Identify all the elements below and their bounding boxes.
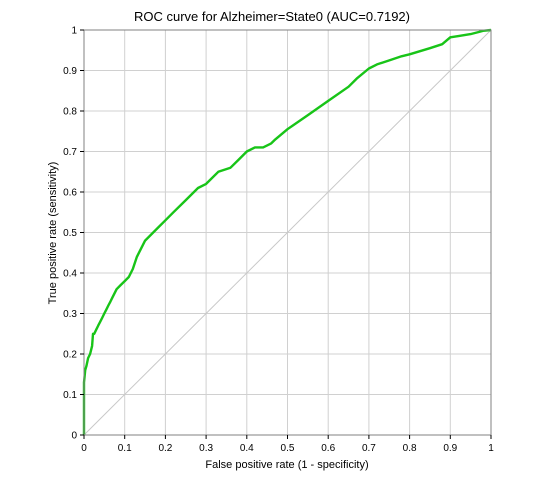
- diagonal-reference-line: [83, 29, 492, 436]
- y-tick-label: 1: [71, 26, 77, 37]
- y-tick-label: 0.8: [63, 107, 77, 118]
- x-tick-label: 0.8: [403, 443, 417, 454]
- x-tick-label: 0: [81, 443, 87, 454]
- y-tick-label: 0.7: [63, 147, 77, 158]
- chart-title: ROC curve for Alzheimer=State0 (AUC=0.71…: [134, 9, 410, 24]
- y-axis-label: True positive rate (sensitivity): [47, 162, 59, 305]
- x-tick-label: 0.4: [240, 443, 254, 454]
- y-tick-label: 0.1: [63, 390, 77, 401]
- x-tick-label: 0.3: [199, 443, 213, 454]
- x-tick-label: 0.6: [321, 443, 335, 454]
- y-tick-label: 0.5: [63, 228, 77, 239]
- x-tick-label: 1: [488, 443, 494, 454]
- y-tick-label: 0.3: [63, 309, 77, 320]
- y-tick-label: 0.2: [63, 350, 77, 361]
- y-tick-label: 0: [71, 431, 77, 442]
- x-tick-label: 0.5: [281, 443, 295, 454]
- y-tick-label: 0.9: [63, 66, 77, 77]
- x-axis-label: False positive rate (1 - specificity): [205, 459, 368, 471]
- x-tick-label: 0.9: [443, 443, 457, 454]
- x-tick-label: 0.1: [118, 443, 132, 454]
- x-tick-label: 0.2: [158, 443, 172, 454]
- y-tick-label: 0.6: [63, 188, 77, 199]
- y-tick-label: 0.4: [63, 269, 77, 280]
- axis-ticks: 0 0.1 0.2 0.3 0.4 0.5 0.6 0.7 0.8 0.9 1 0 0.1 0.2 0.3 0…: [63, 26, 494, 455]
- roc-curve: [82, 28, 492, 435]
- x-tick-label: 0.7: [362, 443, 376, 454]
